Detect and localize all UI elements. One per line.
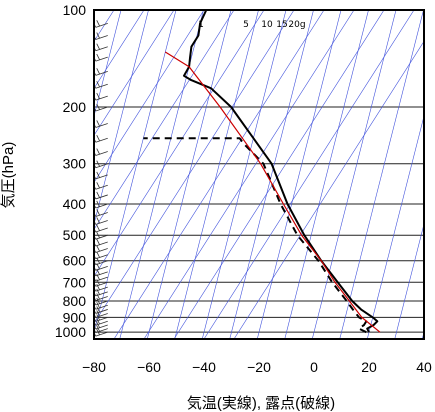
isotherm--40 [201,10,287,339]
reference-line-2 [94,10,175,136]
reference-line-8 [143,10,355,339]
isotherm-10 [339,10,424,339]
isotherm--100 [94,10,122,118]
y-tick-label: 400 [63,196,87,212]
y-tick-label: 200 [63,99,87,115]
mixing-ratio-label: 15 [276,20,287,30]
reference-line-11 [233,40,424,339]
reference-line-6 [94,10,295,324]
isotherm-20 [366,114,424,339]
series-line-red-solid [164,51,381,333]
x-tick-label: −20 [247,359,271,375]
series-line-black-dashed [143,137,368,334]
isotherm--90 [94,10,149,226]
reference-line-3 [94,10,205,183]
mixing-ratio-label: 10 [261,20,273,30]
y-axis-title: 気圧(hPa) [0,142,17,209]
y-tick-label: 500 [63,227,87,243]
y-tick-label: 700 [63,274,87,290]
x-tick-label: 20 [361,359,377,375]
isotherm--10 [284,10,369,339]
isotherm--30 [229,10,314,339]
x-tick-label: −40 [192,359,216,375]
y-tick-label: 1000 [55,324,86,340]
plot-frame [93,9,425,340]
profile-series [143,10,381,334]
y-tick-label: 100 [63,2,87,18]
mixing-ratio-label: 5 [243,20,249,30]
reference-line-1 [94,10,145,89]
mixing-ratio-label: 20g [288,20,305,30]
y-tick-label: 600 [63,253,87,269]
isotherm--50 [174,10,259,339]
isotherm--80 [94,10,177,334]
reference-line-10 [203,10,415,339]
y-tick-label: 300 [63,156,87,172]
isotherm--70 [119,10,204,339]
isotherm--20 [256,10,342,339]
isotherm-0 [311,10,397,339]
x-tick-label: 40 [416,359,432,375]
wind-barbs [94,20,108,337]
x-tick-labels: −80 −60 −40 −20 0 20 40 [82,359,432,375]
y-tick-label: 900 [63,309,87,325]
reference-line-5 [94,10,265,277]
y-tick-label: 800 [63,293,87,309]
mixing-ratio-label: 1 [198,20,204,30]
reference-line-9 [173,10,385,339]
mixing-ratio-labels: 1 5 10 15 20g [198,20,305,30]
reference-line-4 [94,10,235,230]
series-line-black-solid [183,10,379,333]
skewed-isotherms [94,10,424,339]
x-axis-title: 気温(実線), 露点(破線) [187,395,335,412]
reference-line-7 [113,10,325,339]
x-tick-label: 0 [310,359,318,375]
isotherm-30 [394,222,424,339]
x-tick-label: −60 [137,359,161,375]
x-tick-label: −80 [82,359,106,375]
